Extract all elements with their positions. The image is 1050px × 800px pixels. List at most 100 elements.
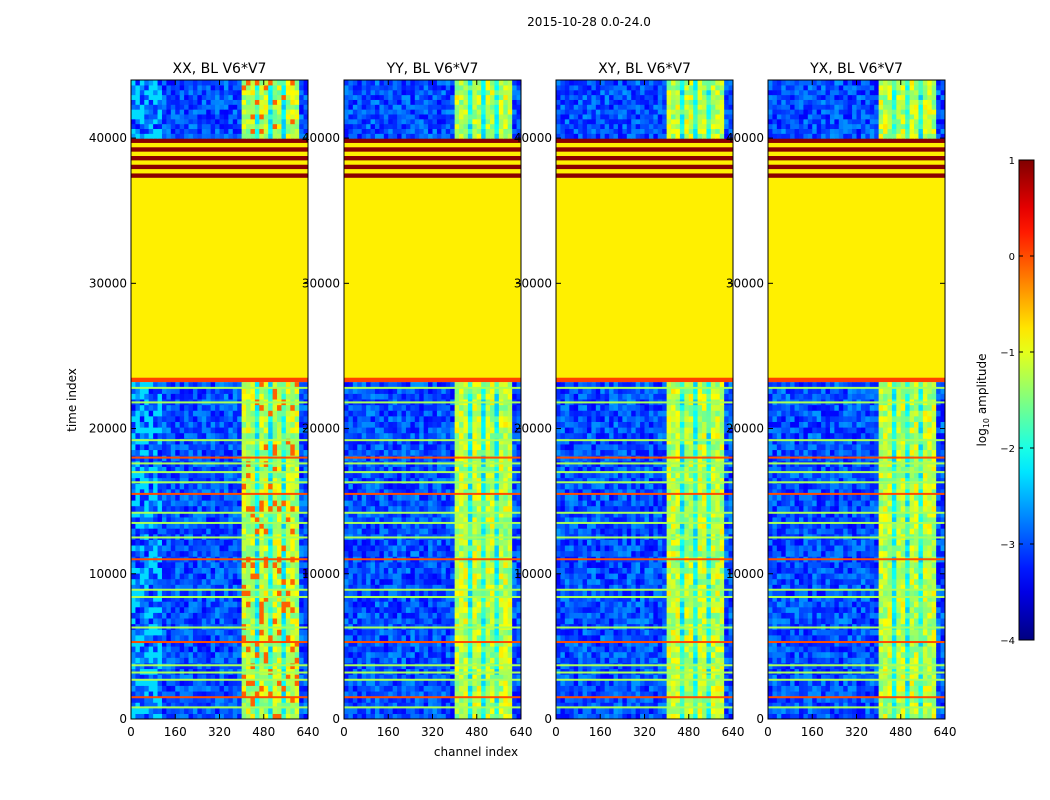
heatmap-cell [441, 511, 447, 518]
heatmap-cell [294, 516, 300, 524]
heatmap-cell [184, 483, 190, 490]
heatmap-cell [232, 438, 238, 445]
heatmap-cell [188, 113, 194, 120]
heatmap-cell [383, 696, 389, 703]
heatmap-cell [445, 539, 451, 546]
heatmap-cell [485, 483, 491, 490]
heatmap-cell [166, 674, 172, 681]
heatmap-cell [285, 477, 291, 484]
heatmap-cell [135, 99, 141, 105]
heatmap-cell [441, 651, 447, 658]
heatmap-cell [170, 443, 176, 451]
heatmap-cell [366, 539, 372, 546]
heatmap-cell [219, 578, 225, 585]
heatmap-cell [290, 393, 296, 400]
heatmap-cell [299, 657, 305, 664]
heatmap-cell [507, 544, 513, 552]
heatmap-cell [170, 118, 176, 125]
heatmap-cell [148, 382, 154, 389]
heatmap-cell [285, 601, 291, 608]
heatmap-cell [299, 696, 305, 703]
heatmap-cell [361, 657, 367, 664]
heatmap-cell [290, 606, 296, 613]
heatmap-cell [294, 471, 300, 479]
heatmap-cell [405, 657, 411, 664]
heatmap-cell [241, 679, 247, 686]
heatmap-cell [206, 617, 212, 625]
heatmap-cell [299, 104, 305, 110]
heatmap-cell [215, 505, 221, 512]
heatmap-cell [157, 696, 163, 703]
heatmap-cell [423, 449, 429, 456]
heatmap-cell [268, 617, 274, 625]
heatmap-cell [241, 443, 247, 451]
heatmap-cell [135, 89, 141, 96]
heatmap-cell [179, 94, 185, 100]
heatmap-cell [467, 612, 473, 619]
heatmap-cell [436, 578, 442, 585]
heatmap-cell [485, 550, 491, 557]
heatmap-cell [210, 528, 216, 535]
heatmap-cell [281, 432, 287, 439]
heatmap-cell [228, 640, 234, 647]
heatmap-cell [197, 410, 203, 417]
heatmap-cell [246, 387, 252, 394]
heatmap-cell [179, 471, 185, 479]
heatmap-cell [303, 572, 308, 580]
heatmap-cell [139, 617, 145, 625]
heatmap-cell [388, 550, 394, 557]
heatmap-cell [490, 634, 496, 641]
heatmap-cell [223, 499, 229, 507]
heatmap-cell [175, 443, 181, 451]
heatmap-cell [361, 561, 367, 568]
heatmap-cell [157, 387, 163, 394]
heatmap-cell [441, 589, 447, 597]
heatmap-cell [357, 606, 363, 613]
heatmap-cell [441, 696, 447, 703]
heatmap-cell [179, 123, 185, 130]
heatmap-cell [459, 567, 465, 574]
heatmap-cell [388, 488, 394, 495]
heatmap-cell [405, 544, 411, 552]
heatmap-cell [223, 109, 229, 115]
flagged-block [131, 177, 308, 378]
heatmap-cell [419, 438, 425, 445]
heatmap-cell [272, 584, 278, 591]
heatmap-cell [357, 696, 363, 703]
heatmap-cell [366, 606, 372, 613]
heatmap-cell [131, 690, 137, 698]
heatmap-cell [206, 483, 212, 490]
heatmap-cell [352, 488, 358, 495]
heatmap-cell [228, 128, 234, 134]
heatmap-cell [397, 584, 403, 591]
stripe-band [131, 159, 308, 165]
heatmap-cell [232, 443, 238, 451]
heatmap-cell [285, 550, 291, 557]
heatmap-cell [436, 483, 442, 490]
heatmap-cell [241, 651, 247, 658]
heatmap-cell [405, 606, 411, 613]
heatmap-cell [237, 466, 243, 473]
heatmap-cell [144, 404, 150, 411]
heatmap-cell [250, 578, 256, 585]
heatmap-cell [246, 133, 252, 139]
heatmap-cell [223, 629, 229, 636]
heatmap-cell [392, 505, 398, 512]
heatmap-cell [188, 421, 194, 428]
heatmap-cell [423, 499, 429, 507]
heatmap-cell [459, 528, 465, 535]
heatmap-cell [237, 707, 243, 714]
heatmap-cell [454, 707, 460, 714]
heatmap-cell [299, 128, 305, 134]
heatmap-cell [272, 404, 278, 411]
heatmap-cell [281, 109, 287, 115]
heatmap-cell [476, 483, 482, 490]
heatmap-cell [210, 89, 216, 96]
heatmap-cell [370, 612, 376, 619]
heatmap-cell [135, 578, 141, 585]
heatmap-cell [450, 606, 456, 613]
heatmap-cell [223, 707, 229, 714]
heatmap-cell [237, 80, 243, 86]
heatmap-cell [201, 528, 207, 535]
heatmap-cell [277, 539, 283, 546]
